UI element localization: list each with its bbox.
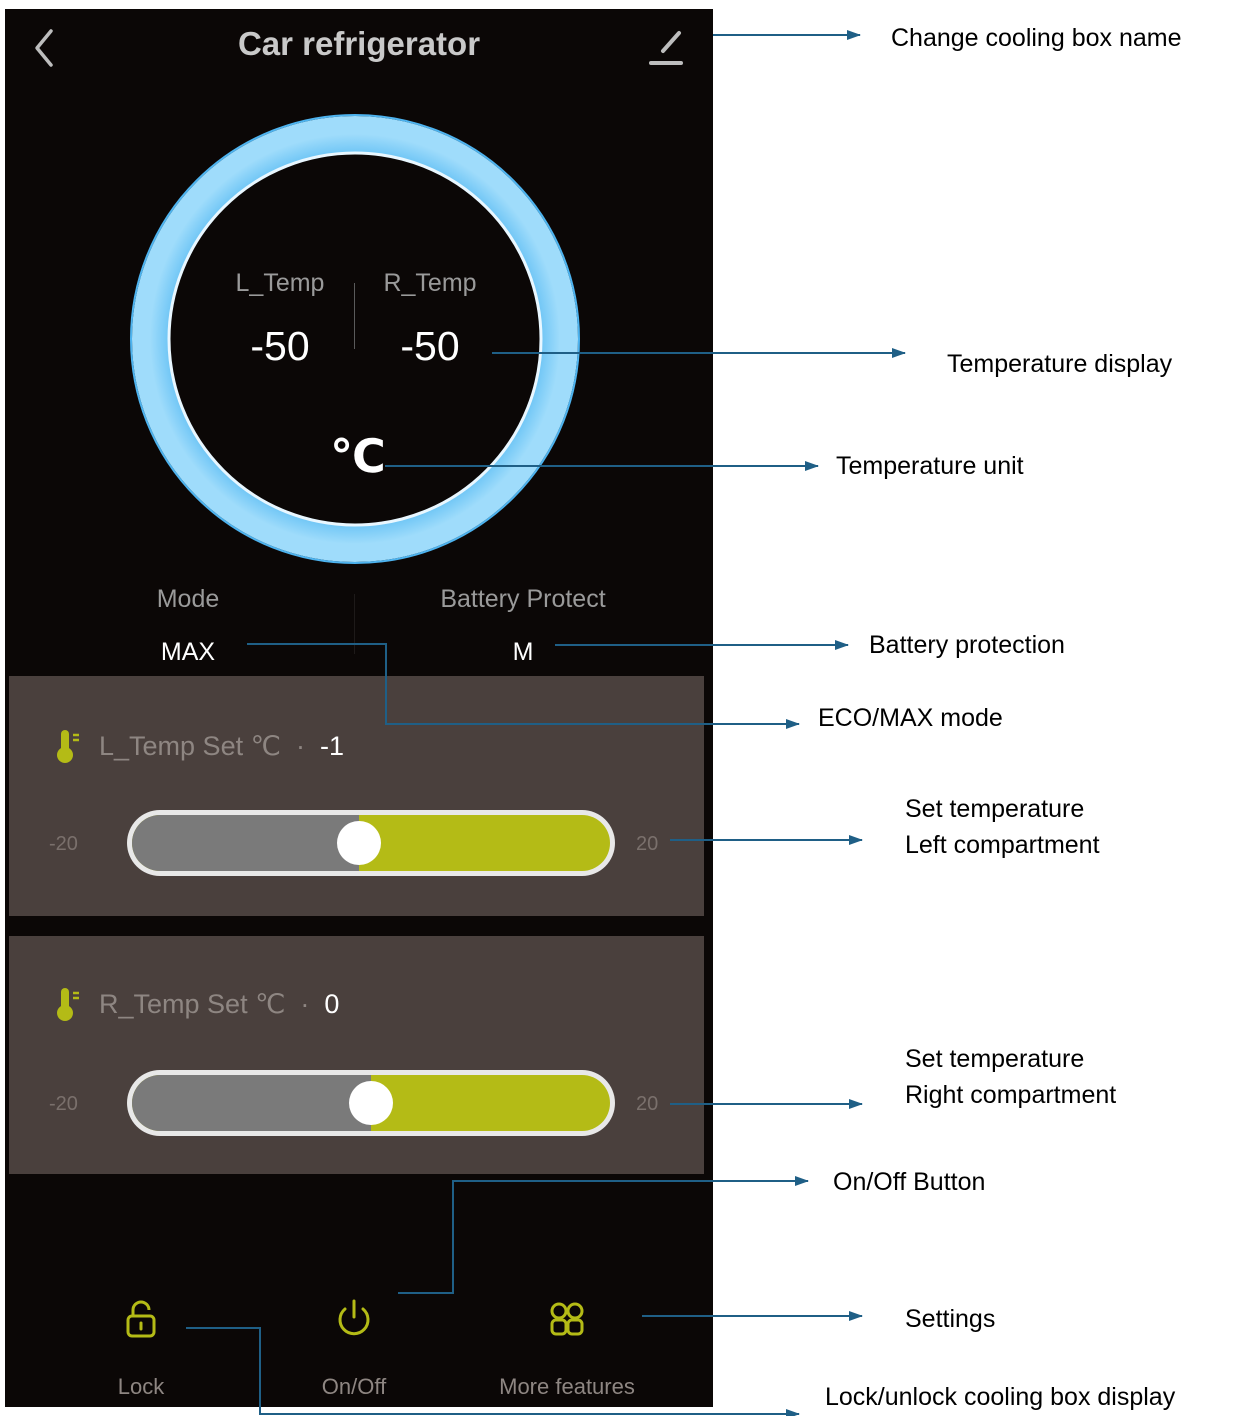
left-temp-set-value: -1 [319,731,344,761]
battery-protect-label: Battery Protect [440,585,606,613]
left-temp-value: -50 [250,323,310,369]
left-temp-set-title: L_Temp Set ℃ · -1 [99,731,344,762]
power-label: On/Off [321,1374,387,1399]
right-slider-min: -20 [49,1093,78,1115]
annotation-change-name: Change cooling box name [891,24,1182,52]
more-features-label: More features [499,1374,635,1399]
left-temp-slider[interactable] [127,810,615,876]
thermometer-icon [57,730,79,763]
info-divider [354,594,355,654]
annotation-left-set-line2: Left compartment [905,831,1100,860]
annotation-settings: Settings [905,1305,996,1333]
right-slider-track [132,1075,610,1131]
lock-label: Lock [117,1374,165,1399]
power-icon [338,1299,370,1336]
annotation-left-set-line1: Set temperature [905,795,1085,823]
power-button[interactable]: On/Off [274,1297,434,1399]
mode-label: Mode [156,585,220,613]
right-temp-set-label: R_Temp Set ℃ [99,989,286,1019]
right-temp-set-separator: · [300,989,310,1019]
annotation-temp-display: Temperature display [947,350,1173,378]
right-temp-value: -50 [400,323,460,369]
pencil-icon [649,31,683,65]
lock-button[interactable]: Lock [61,1297,221,1399]
right-temp-slider[interactable] [127,1070,615,1136]
left-temp-set-separator: · [295,731,305,761]
right-temp-set-value: 0 [324,989,340,1019]
annotation-right-set-line1: Set temperature [905,1045,1085,1073]
chevron-left-icon [35,29,53,67]
left-temp-set-label: L_Temp Set ℃ [99,731,281,761]
annotation-mode: ECO/MAX mode [818,704,1003,732]
annotation-right-set: Set temperature Right compartment [905,1041,1116,1114]
more-features-button[interactable]: More features [487,1297,647,1399]
app-screen: Car refrigerator L_Temp R_Temp -50 -50 ℃… [5,9,713,1407]
edit-name-button[interactable] [643,21,693,71]
left-slider-thumb[interactable] [337,821,381,865]
right-slider-max: 20 [636,1093,659,1115]
right-slider-fill [132,1075,371,1131]
page-title: Car refrigerator [237,25,481,62]
right-temp-label: R_Temp [383,269,477,297]
grid-icon [550,1302,584,1336]
annotation-temp-unit: Temperature unit [836,452,1024,480]
lock-icon [126,1300,156,1338]
battery-protect-value[interactable]: M [512,638,534,666]
annotation-battery: Battery protection [869,631,1065,659]
annotation-left-set: Set temperature Left compartment [905,791,1100,864]
left-slider-max: 20 [636,833,659,855]
left-slider-min: -20 [49,833,78,855]
left-temp-label: L_Temp [235,269,325,297]
mode-value[interactable]: MAX [160,638,216,666]
left-slider-fill [132,815,359,871]
annotation-right-set-line2: Right compartment [905,1081,1117,1110]
annotation-lock: Lock/unlock cooling box display [825,1383,1176,1411]
temp-divider [354,283,355,349]
left-temp-panel: L_Temp Set ℃ · -1 -20 20 [9,676,704,916]
left-slider-track [132,815,610,871]
annotation-onoff: On/Off Button [833,1168,986,1196]
right-temp-set-title: R_Temp Set ℃ · 0 [99,989,339,1020]
right-slider-thumb[interactable] [349,1081,393,1125]
right-temp-panel: R_Temp Set ℃ · 0 -20 20 [9,936,704,1174]
temperature-unit[interactable]: ℃ [330,429,386,483]
temperature-ring [130,114,580,564]
thermometer-icon [57,988,79,1021]
back-button[interactable] [27,21,67,71]
